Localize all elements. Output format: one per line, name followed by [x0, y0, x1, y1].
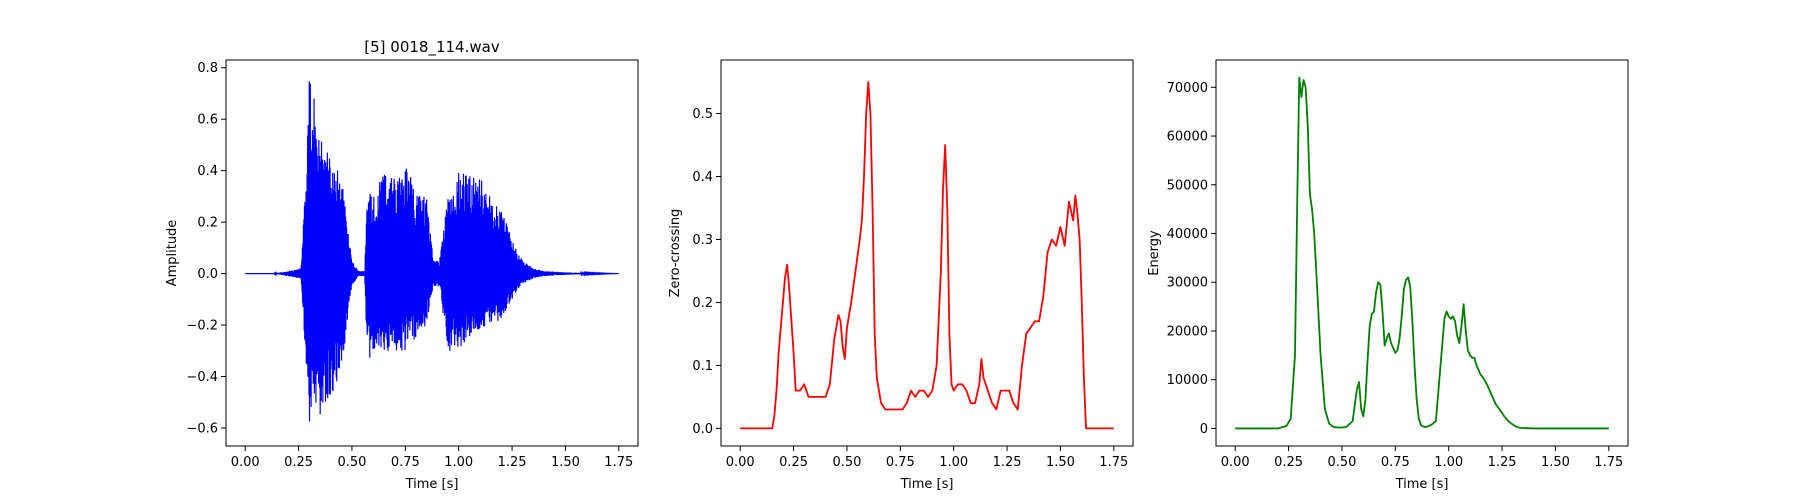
y-tick-label: 0.2	[197, 216, 218, 231]
zero-crossing-line	[740, 81, 1114, 430]
chart-title: [5] 0018_114.wav	[364, 38, 500, 57]
x-tick-label: 1.50	[1046, 455, 1075, 470]
x-tick-label: 1.50	[1541, 455, 1570, 470]
y-tick-label: 10000	[1167, 373, 1208, 388]
x-tick-label: 1.75	[1594, 455, 1623, 470]
y-tick-label: 0.2	[692, 296, 713, 311]
x-tick-label: 0.25	[779, 455, 808, 470]
y-axis-label: Zero-crossing	[668, 209, 683, 298]
y-tick-label: 0	[1200, 422, 1208, 437]
x-tick-label: 1.25	[498, 455, 527, 470]
y-tick-label: 0.3	[692, 233, 713, 248]
x-tick-label: 1.75	[604, 455, 633, 470]
x-tick-label: 1.75	[1099, 455, 1128, 470]
x-tick-label: 0.50	[832, 455, 861, 470]
y-axis-label: Amplitude	[165, 220, 180, 287]
x-tick-label: 1.25	[1488, 455, 1517, 470]
y-tick-label: 20000	[1167, 324, 1208, 339]
plot-area	[740, 81, 1114, 430]
x-tick-label: 0.00	[726, 455, 755, 470]
y-tick-label: 0.6	[197, 113, 218, 128]
x-tick-label: 0.75	[1381, 455, 1410, 470]
x-axis-label: Time [s]	[1395, 477, 1449, 492]
y-tick-label: −0.2	[186, 319, 218, 334]
waveform-line	[245, 81, 619, 422]
x-tick-label: 0.50	[337, 455, 366, 470]
y-tick-label: 50000	[1167, 178, 1208, 193]
y-tick-label: 0.8	[197, 61, 218, 76]
x-tick-label: 0.00	[231, 455, 260, 470]
axes-frame	[1215, 59, 1629, 447]
y-tick-label: 0.1	[692, 359, 713, 374]
x-tick-label: 0.75	[886, 455, 915, 470]
y-tick-label: 60000	[1167, 130, 1208, 145]
y-tick-label: 70000	[1167, 81, 1208, 96]
axes-frame	[225, 59, 639, 447]
chart-zero-crossing: 0.00 0.25 0.50 0.75 1.00 1.25 1.50 1.75 0.0 0.1 0.…	[668, 59, 1134, 492]
y-tick-label: 0.5	[692, 107, 713, 122]
y-tick-label: 40000	[1167, 227, 1208, 242]
x-tick-label: 1.00	[939, 455, 968, 470]
y-tick-label: 30000	[1167, 276, 1208, 291]
x-axis-label: Time [s]	[900, 477, 954, 492]
x-tick-label: 0.00	[1221, 455, 1250, 470]
y-tick-label: 0.0	[692, 422, 713, 437]
y-tick-label: 0.4	[197, 164, 218, 179]
x-tick-label: 1.50	[551, 455, 580, 470]
y-tick-label: 0.4	[692, 170, 713, 185]
chart-energy: 0.00 0.25 0.50 0.75 1.00 1.25 1.50 1.75 0 10000 20…	[1147, 59, 1629, 492]
plot-area	[245, 81, 619, 422]
x-tick-label: 0.75	[391, 455, 420, 470]
x-tick-label: 0.25	[284, 455, 313, 470]
axes-frame	[720, 59, 1134, 447]
x-tick-label: 0.50	[1327, 455, 1356, 470]
x-tick-label: 1.00	[1434, 455, 1463, 470]
x-tick-label: 0.25	[1274, 455, 1303, 470]
chart-waveform: 0.00 0.25 0.50 0.75 1.00 1.25 1.50 1.75 −0.6 −0.4…	[165, 38, 639, 492]
x-axis-label: Time [s]	[405, 477, 459, 492]
x-tick-label: 1.00	[444, 455, 473, 470]
y-tick-label: −0.6	[186, 421, 218, 436]
x-tick-label: 1.25	[993, 455, 1022, 470]
y-tick-label: −0.4	[186, 370, 218, 385]
energy-line	[1235, 76, 1609, 430]
y-tick-label: 0.0	[197, 267, 218, 282]
y-axis-label: Energy	[1147, 230, 1162, 276]
plot-area	[1235, 76, 1609, 430]
